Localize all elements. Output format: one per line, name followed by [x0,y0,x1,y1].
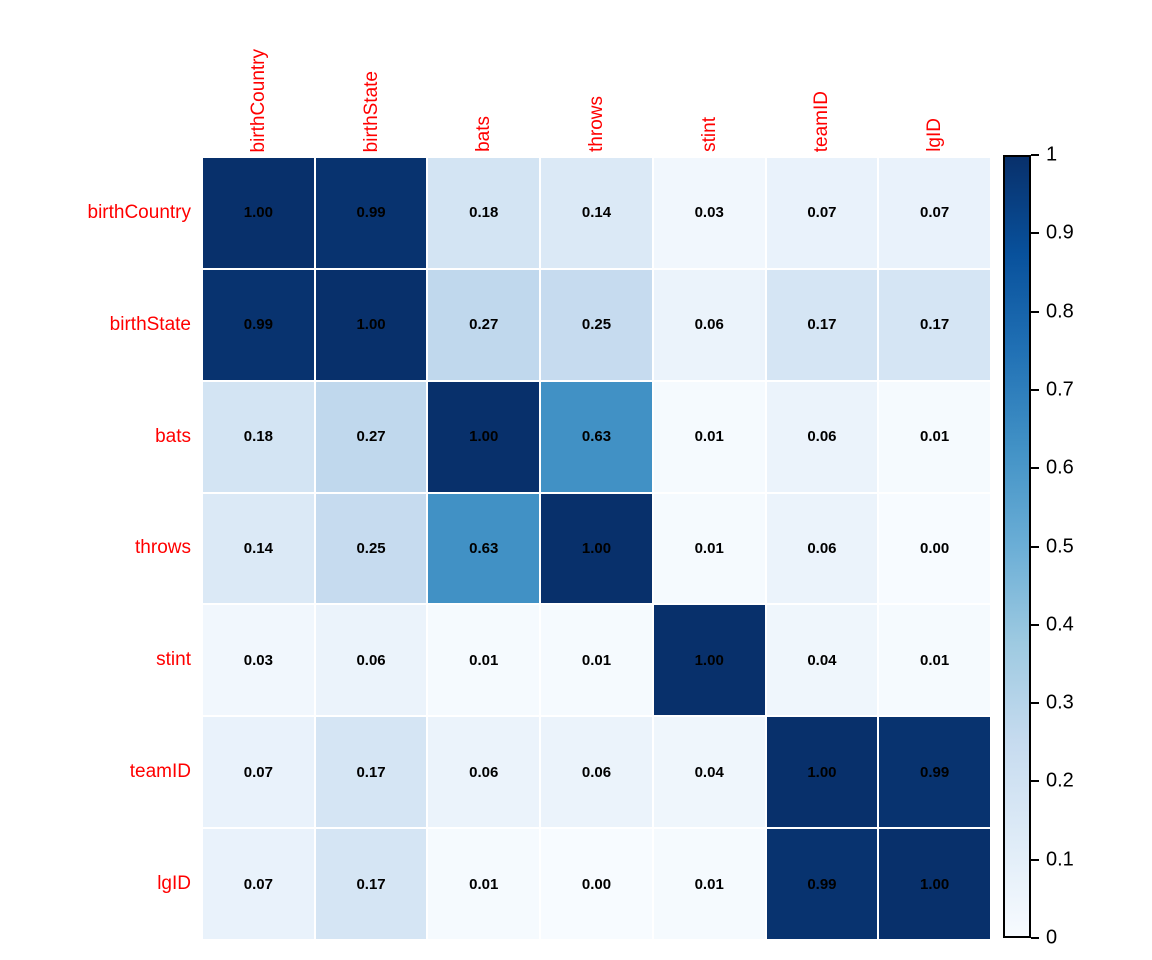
heatmap-cell: 0.07 [879,158,990,268]
row-label: bats [155,425,191,447]
column-header: bats [428,0,539,152]
row-label: stint [156,649,191,671]
heatmap-cell: 0.06 [766,493,878,604]
heatmap-cell: 0.17 [766,269,878,380]
colorbar-tick-label: 0.4 [1046,613,1074,636]
heatmap-cell: 0.00 [541,829,652,939]
colorbar-tick-label: 0.9 [1046,221,1074,244]
row-label: throws [135,537,191,559]
colorbar [1003,155,1031,938]
heatmap-cell: 0.17 [315,717,427,828]
heatmap-cell: 0.27 [315,381,427,492]
colorbar-tick [1031,232,1039,235]
heatmap-cell: 1.00 [315,269,427,380]
heatmap-cell: 1.00 [766,717,878,828]
heatmap-cell: 1.00 [879,829,990,939]
column-header-label: birthState [360,70,382,152]
heatmap-cell: 0.17 [879,269,990,380]
heatmap-cell: 0.99 [203,269,314,380]
heatmap-cell: 0.06 [428,717,540,828]
colorbar-tick [1031,937,1039,939]
column-header: throws [541,0,652,152]
row-label: lgID [157,873,191,895]
colorbar-tick-label: 1 [1046,143,1058,166]
colorbar-tick [1031,310,1039,313]
row-label: teamID [129,761,191,783]
heatmap-cell: 0.14 [203,493,314,604]
heatmap-cell: 0.99 [766,829,878,939]
heatmap-cell: 1.00 [541,493,652,604]
heatmap-cell: 0.01 [653,381,765,492]
heatmap-cell: 0.07 [203,717,314,828]
heatmap-cell: 0.99 [315,158,427,268]
column-header-label: stint [698,117,720,152]
row-label: birthState [109,313,191,335]
column-header: lgID [879,0,990,152]
colorbar-tick [1031,154,1039,156]
row-label: birthCountry [87,201,192,223]
heatmap-cell: 0.01 [879,605,990,716]
heatmap-cell: 0.04 [653,717,765,828]
column-header-label: throws [585,96,607,152]
colorbar-tick-label: 0.1 [1046,848,1074,871]
colorbar-tick [1031,780,1039,783]
heatmap-cell: 0.06 [766,381,878,492]
colorbar-tick [1031,702,1039,705]
heatmap-cell: 0.14 [541,158,652,268]
heatmap-cell: 0.25 [315,493,427,604]
column-header: birthState [316,0,427,152]
colorbar-tick [1031,467,1039,470]
colorbar-tick-label: 0.7 [1046,378,1074,401]
heatmap-cell: 0.01 [653,493,765,604]
heatmap-cell: 0.63 [428,493,540,604]
colorbar-tick [1031,623,1039,626]
heatmap-cell: 1.00 [653,605,765,716]
colorbar-tick-label: 0 [1046,926,1058,949]
heatmap-cell: 0.01 [428,829,540,939]
column-header-label: teamID [811,90,833,152]
heatmap-cell: 0.99 [879,717,990,828]
heatmap-cell: 0.01 [653,829,765,939]
colorbar-tick [1031,545,1039,548]
heatmap-cell: 0.03 [203,605,314,716]
heatmap-cell: 0.04 [766,605,878,716]
colorbar-tick [1031,858,1039,861]
heatmap-cell: 0.06 [541,717,652,828]
heatmap-cell: 0.63 [541,381,652,492]
heatmap-cell: 0.18 [428,158,540,268]
column-header: birthCountry [203,0,314,153]
column-header-label: birthCountry [247,48,269,153]
heatmap-cell: 1.00 [428,381,540,492]
heatmap-cell: 0.01 [428,605,540,716]
colorbar-tick-label: 0.2 [1046,769,1074,792]
heatmap-cell: 0.07 [203,829,314,939]
row-labels: birthCountry birthState bats throws stint tea… [0,158,192,939]
heatmap-cell: 0.01 [541,605,652,716]
heatmap-cell: 0.27 [428,269,540,380]
heatmap-cell: 0.18 [203,381,314,492]
heatmap-cell: 0.17 [315,829,427,939]
colorbar-tick-label: 0.6 [1046,456,1074,479]
column-header-label: bats [473,116,495,152]
colorbar-tick-label: 0.5 [1046,535,1074,557]
column-header-label: lgID [924,118,946,152]
column-header: teamID [767,0,878,152]
heatmap-cell: 0.07 [766,158,878,268]
heatmap-cell: 0.03 [653,158,765,268]
colorbar-tick-label: 0.3 [1046,691,1074,714]
heatmap-cell: 1.00 [203,158,314,268]
heatmap-cell: 0.25 [541,269,652,380]
heatmap-grid: 1.00 0.99 0.18 0.14 0.03 0.07 0.07 0.99 1.00 0.27… [203,158,990,939]
column-header: stint [654,0,765,152]
heatmap-cell: 0.01 [879,381,990,492]
colorbar-tick-label: 0.8 [1046,300,1074,323]
colorbar-tick [1031,388,1039,391]
heatmap-cell: 0.06 [315,605,427,716]
column-headers: birthCountry birthState bats throws stint tea… [203,0,990,153]
heatmap-cell: 0.00 [879,493,990,604]
heatmap-cell: 0.06 [653,269,765,380]
